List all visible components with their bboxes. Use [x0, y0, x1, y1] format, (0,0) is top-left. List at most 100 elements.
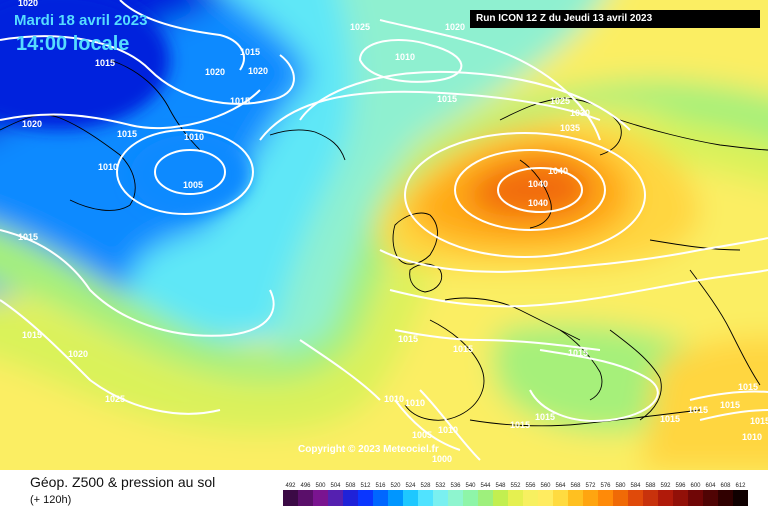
legend-tick-label: 612 [735, 483, 746, 489]
isobar-label: 1015 [398, 334, 418, 344]
isobar-label: 1015 [660, 414, 680, 424]
isobar-label: 1015 [437, 94, 457, 104]
legend-tick-label: 556 [525, 483, 536, 489]
legend-tick-label: 536 [450, 483, 461, 489]
legend-tick-label: 508 [345, 483, 356, 489]
legend-tick-label: 596 [675, 483, 686, 489]
isobar-label: 1005 [183, 180, 203, 190]
isobar-label: 1010 [395, 52, 415, 62]
legend-tick-label: 580 [615, 483, 626, 489]
coastlines [0, 59, 768, 427]
legend-swatch [583, 490, 598, 506]
legend-tick-label: 604 [705, 483, 716, 489]
legend-swatch [673, 490, 688, 506]
isobar-label: 1025 [105, 394, 125, 404]
legend-swatch [598, 490, 613, 506]
legend-swatch [523, 490, 538, 506]
isobar-label: 1020 [445, 22, 465, 32]
legend-tick-label: 516 [375, 483, 386, 489]
legend-swatch [718, 490, 733, 506]
isobar-label: 1040 [548, 166, 568, 176]
forecast-date: Mardi 18 avril 2023 [14, 12, 148, 29]
isobar-label: 1010 [742, 432, 762, 442]
legend-swatch [628, 490, 643, 506]
isobar-label: 1015 [22, 330, 42, 340]
isobar-label: 1015 [738, 382, 758, 392]
isobar-label: 1030 [570, 108, 590, 118]
model-run-banner: Run ICON 12 Z du Jeudi 13 avril 2023 [470, 10, 760, 28]
legend-swatch [538, 490, 553, 506]
legend-swatch [553, 490, 568, 506]
legend-swatch [658, 490, 673, 506]
isobar-label: 1025 [550, 96, 570, 106]
legend-swatch [403, 490, 418, 506]
isobar-label: 1015 [688, 405, 708, 415]
legend-tick-label: 528 [420, 483, 431, 489]
isobar-label: 1005 [412, 430, 432, 440]
isobar-label: 1040 [528, 179, 548, 189]
legend-tick-label: 608 [720, 483, 731, 489]
isobar-label: 1015 [453, 344, 473, 354]
legend-tick-label: 564 [555, 483, 566, 489]
isobar-label: 1000 [432, 454, 452, 464]
isobar-label: 1015 [18, 232, 38, 242]
legend-swatch [358, 490, 373, 506]
legend-swatch [463, 490, 478, 506]
legend-tick-label: 492 [285, 483, 296, 489]
chart-product-title: Géop. Z500 & pression au sol [30, 474, 216, 490]
legend-swatch [448, 490, 463, 506]
legend-tick-label: 500 [315, 483, 326, 489]
isobar-label: 1020 [18, 0, 38, 8]
map-canvas: 1020 1025 1020 1015 1010 1020 1020 1015 … [0, 0, 768, 470]
legend-tick-label: 576 [600, 483, 611, 489]
low-pressure-pocket [0, 0, 250, 215]
legend-swatch [568, 490, 583, 506]
isobar-label: 1035 [560, 123, 580, 133]
legend-swatch [313, 490, 328, 506]
isobar-label: 1015 [117, 129, 137, 139]
weather-map: 1020 1025 1020 1015 1010 1020 1020 1015 … [0, 0, 768, 470]
legend-tick-label: 572 [585, 483, 596, 489]
forecast-time: 14:00 locale [16, 33, 130, 55]
legend-tick-label: 520 [390, 483, 401, 489]
isobar-label: 1010 [438, 425, 458, 435]
color-scale-legend: 492 496 500 504 508 512 516 520 524 528 532 536 540 5… [283, 483, 748, 506]
isobar-label: 1010 [184, 132, 204, 142]
isobar-label: 1015 [95, 58, 115, 68]
legend-tick-label: 560 [540, 483, 551, 489]
legend-tick-label: 592 [660, 483, 671, 489]
isobars [0, 0, 768, 460]
legend-swatch [283, 490, 298, 506]
isobar-label: 1020 [22, 119, 42, 129]
forecast-lead-time: (+ 120h) [30, 494, 72, 506]
legend-swatch [733, 490, 748, 506]
isobar-label: 1015 [240, 47, 260, 57]
legend-swatch [328, 490, 343, 506]
isobar-label: 1010 [405, 398, 425, 408]
isobar-label: 1025 [350, 22, 370, 32]
legend-swatch [343, 490, 358, 506]
legend-swatch [478, 490, 493, 506]
legend-swatch [418, 490, 433, 506]
legend-swatch [508, 490, 523, 506]
legend-tick-label: 540 [465, 483, 476, 489]
legend-swatch [298, 490, 313, 506]
isobar-labels: 1020 1025 1020 1015 1010 1020 1020 1015 … [18, 0, 768, 464]
isobar-label: 1015 [568, 348, 588, 358]
isobar-label: 1015 [510, 420, 530, 430]
isobar-label: 1020 [68, 349, 88, 359]
legend-tick-label: 552 [510, 483, 521, 489]
isobar-label: 1020 [205, 67, 225, 77]
legend-tick-label: 512 [360, 483, 371, 489]
legend-tick-label: 600 [690, 483, 701, 489]
copyright-notice: Copyright © 2023 Meteociel.fr [298, 444, 439, 455]
legend-tick-label: 504 [330, 483, 341, 489]
legend-swatch [613, 490, 628, 506]
isobar-label: 1015 [535, 412, 555, 422]
legend-tick-label: 584 [630, 483, 641, 489]
isobar-label: 1040 [528, 198, 548, 208]
legend-swatch [688, 490, 703, 506]
legend-swatch [373, 490, 388, 506]
isobar-label: 1010 [384, 394, 404, 404]
legend-tick-label: 524 [405, 483, 416, 489]
